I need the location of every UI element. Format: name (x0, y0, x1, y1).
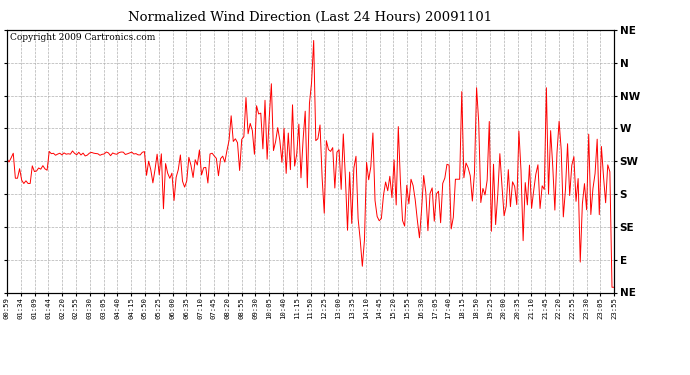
Text: Normalized Wind Direction (Last 24 Hours) 20091101: Normalized Wind Direction (Last 24 Hours… (128, 11, 493, 24)
Text: Copyright 2009 Cartronics.com: Copyright 2009 Cartronics.com (10, 33, 155, 42)
